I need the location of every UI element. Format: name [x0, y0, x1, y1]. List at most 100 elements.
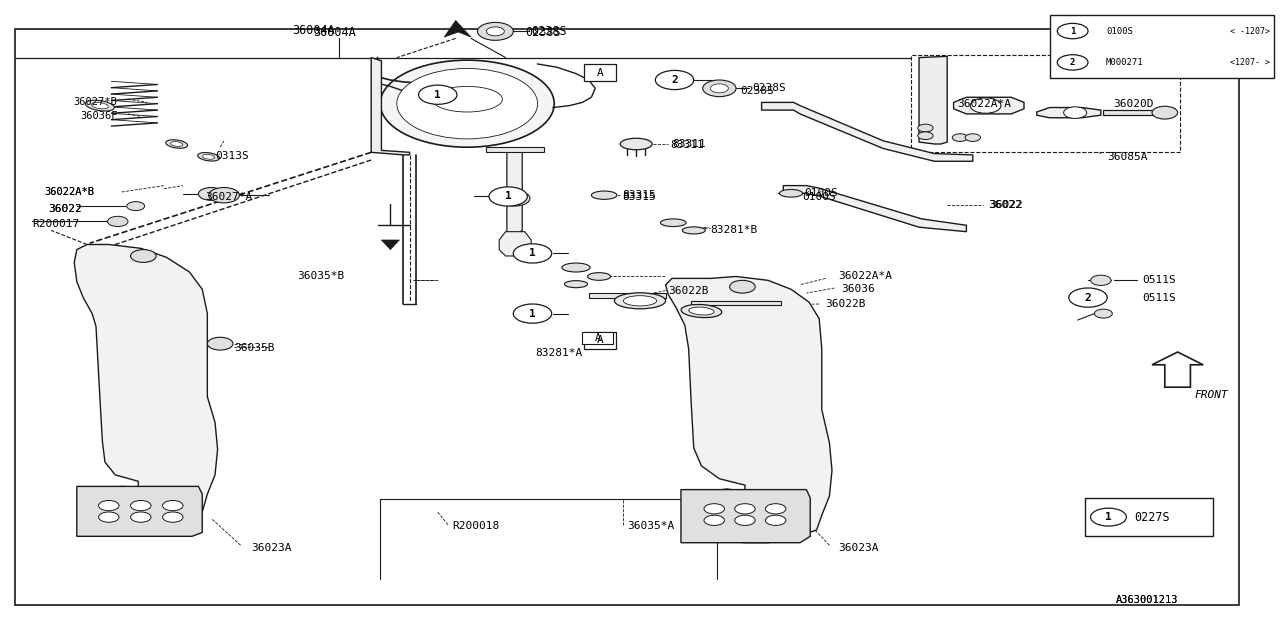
Circle shape: [710, 84, 728, 93]
Text: 83311: 83311: [672, 139, 705, 149]
Circle shape: [163, 512, 183, 522]
Ellipse shape: [780, 189, 803, 197]
Text: 0100S: 0100S: [1106, 26, 1133, 36]
Text: 83315: 83315: [622, 190, 655, 200]
Circle shape: [735, 504, 755, 514]
Text: 36027*A: 36027*A: [205, 192, 252, 202]
Text: 1: 1: [1070, 26, 1075, 36]
Circle shape: [1057, 24, 1088, 38]
Bar: [1085, 498, 1213, 536]
Circle shape: [1091, 508, 1126, 526]
Circle shape: [765, 504, 786, 514]
Polygon shape: [954, 97, 1024, 114]
Text: FRONT: FRONT: [1194, 390, 1228, 400]
Text: 1: 1: [1105, 512, 1112, 522]
Circle shape: [1064, 107, 1087, 118]
Circle shape: [198, 188, 224, 200]
Text: 0313S: 0313S: [215, 151, 248, 161]
Ellipse shape: [170, 141, 183, 147]
Text: 36035*A: 36035*A: [627, 521, 675, 531]
Text: 1: 1: [434, 90, 442, 100]
Ellipse shape: [564, 280, 588, 288]
Ellipse shape: [433, 86, 502, 112]
Text: 1: 1: [529, 308, 536, 319]
Circle shape: [1057, 55, 1088, 70]
Text: 0227S: 0227S: [1134, 511, 1170, 524]
Polygon shape: [499, 232, 531, 256]
Text: 36022: 36022: [989, 200, 1023, 210]
Polygon shape: [371, 58, 410, 155]
Circle shape: [735, 515, 755, 525]
Text: 83281*B: 83281*B: [710, 225, 758, 235]
Circle shape: [704, 504, 724, 514]
Text: 1: 1: [529, 248, 536, 259]
Text: 2: 2: [671, 75, 678, 85]
Ellipse shape: [620, 138, 652, 150]
Circle shape: [419, 85, 457, 104]
Circle shape: [704, 515, 724, 525]
Text: R200017: R200017: [32, 219, 79, 229]
Circle shape: [499, 191, 530, 206]
Text: 36022B: 36022B: [668, 285, 709, 296]
Circle shape: [127, 202, 145, 211]
Polygon shape: [507, 152, 522, 234]
Bar: [584, 332, 616, 349]
Text: 0238S: 0238S: [531, 25, 567, 38]
Text: 36022: 36022: [49, 204, 82, 214]
Ellipse shape: [588, 273, 611, 280]
Circle shape: [163, 500, 183, 511]
Polygon shape: [589, 293, 666, 298]
Ellipse shape: [197, 152, 220, 161]
Text: A363001213: A363001213: [1116, 595, 1179, 605]
Text: 36004A: 36004A: [292, 24, 335, 37]
Text: 0238S: 0238S: [525, 26, 561, 38]
Text: <1207- >: <1207- >: [1230, 58, 1270, 67]
Text: 0100S: 0100S: [804, 188, 837, 198]
Text: 36022A*A: 36022A*A: [838, 271, 892, 282]
Text: 83281*A: 83281*A: [535, 348, 582, 358]
Text: 83311: 83311: [671, 140, 704, 150]
Circle shape: [380, 60, 554, 147]
Text: 36022: 36022: [988, 200, 1021, 210]
Polygon shape: [486, 147, 544, 152]
Text: 36027*B: 36027*B: [73, 97, 116, 107]
Circle shape: [207, 337, 233, 350]
Text: 36035B: 36035B: [234, 343, 275, 353]
Circle shape: [99, 500, 119, 511]
Ellipse shape: [623, 296, 657, 306]
Ellipse shape: [614, 293, 666, 309]
Ellipse shape: [681, 305, 722, 317]
Polygon shape: [666, 276, 832, 543]
Circle shape: [486, 27, 504, 36]
Text: < -1207>: < -1207>: [1230, 26, 1270, 36]
Circle shape: [397, 68, 538, 139]
Text: A363001213: A363001213: [1116, 595, 1179, 605]
Circle shape: [918, 124, 933, 132]
Polygon shape: [762, 102, 973, 161]
Circle shape: [507, 195, 522, 202]
Circle shape: [513, 304, 552, 323]
Circle shape: [703, 80, 736, 97]
Text: 0511S: 0511S: [1142, 275, 1175, 285]
Ellipse shape: [660, 219, 686, 227]
Ellipse shape: [86, 100, 114, 111]
Circle shape: [489, 187, 527, 206]
Polygon shape: [1103, 110, 1165, 115]
Polygon shape: [1152, 352, 1203, 387]
Ellipse shape: [682, 227, 705, 234]
Text: 83315: 83315: [622, 192, 655, 202]
Text: 0238S: 0238S: [753, 83, 786, 93]
Text: A: A: [596, 335, 603, 345]
Ellipse shape: [91, 102, 109, 109]
Text: 36022: 36022: [49, 204, 82, 214]
Circle shape: [209, 188, 239, 203]
Text: A: A: [595, 333, 600, 343]
Text: 36022A*B: 36022A*B: [45, 187, 95, 197]
Text: 36022A*A: 36022A*A: [957, 99, 1011, 109]
Bar: [911, 55, 1180, 152]
Circle shape: [131, 250, 156, 262]
Ellipse shape: [165, 140, 188, 148]
Polygon shape: [691, 301, 781, 305]
Circle shape: [970, 98, 1001, 113]
Ellipse shape: [689, 307, 714, 315]
